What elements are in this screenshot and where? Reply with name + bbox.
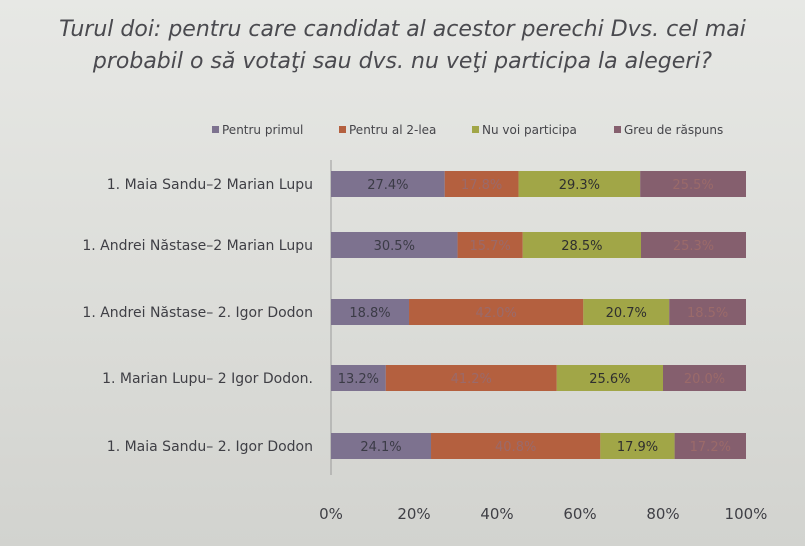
data-label: 15.7%: [469, 239, 510, 254]
legend-label: Greu de răspuns: [624, 123, 723, 137]
data-label: 30.5%: [374, 239, 415, 254]
data-label: 18.8%: [349, 306, 390, 321]
bar-segment: [583, 299, 670, 325]
data-label: 20.7%: [606, 306, 647, 321]
data-label: 20.0%: [684, 372, 725, 387]
chart-title: Turul doi: pentru care candidat al acest…: [20, 14, 785, 78]
data-label: 17.2%: [690, 440, 731, 455]
category-label: 1. Marian Lupu– 2 Igor Dodon.: [102, 371, 313, 387]
legend-label: Pentru al 2-lea: [349, 123, 436, 137]
data-label: 18.5%: [687, 306, 728, 321]
x-tick-label: 40%: [480, 505, 513, 523]
data-label: 25.6%: [589, 372, 630, 387]
legend-swatch: [472, 126, 479, 133]
x-tick-label: 80%: [646, 505, 679, 523]
data-label: 13.2%: [338, 372, 379, 387]
bar-segment: [331, 171, 445, 197]
data-label: 17.8%: [461, 178, 502, 193]
category-label: 1. Andrei Năstase– 2. Igor Dodon: [82, 305, 313, 321]
bar-segment: [600, 433, 675, 459]
bar-segment: [431, 433, 601, 459]
bar-segment: [663, 365, 746, 391]
data-label: 29.3%: [559, 178, 600, 193]
data-label: 42.0%: [476, 306, 517, 321]
bar-segment: [331, 232, 458, 258]
data-label: 27.4%: [367, 178, 408, 193]
bar-segment: [669, 299, 746, 325]
x-tick-label: 60%: [563, 505, 596, 523]
bar-segment: [457, 232, 523, 258]
bar-segment: [518, 171, 641, 197]
x-tick-label: 0%: [319, 505, 343, 523]
x-tick-label: 100%: [725, 505, 768, 523]
bar-segment: [409, 299, 584, 325]
data-label: 25.5%: [672, 178, 713, 193]
legend-label: Nu voi participa: [482, 123, 577, 137]
bar-segment: [444, 171, 519, 197]
data-label: 25.3%: [673, 239, 714, 254]
data-label: 40.8%: [495, 440, 536, 455]
category-label: 1. Maia Sandu– 2. Igor Dodon: [107, 439, 313, 455]
category-label: 1. Andrei Năstase–2 Marian Lupu: [82, 238, 313, 254]
data-label: 17.9%: [617, 440, 658, 455]
bar-segment: [522, 232, 642, 258]
bar-segment: [556, 365, 663, 391]
bar-segment: [331, 433, 432, 459]
bar-segment: [385, 365, 557, 391]
bar-segment: [674, 433, 746, 459]
data-label: 41.2%: [451, 372, 492, 387]
legend-swatch: [339, 126, 346, 133]
bar-segment: [331, 365, 386, 391]
legend-label: Pentru primul: [222, 123, 303, 137]
data-label: 28.5%: [561, 239, 602, 254]
bar-segment: [331, 299, 410, 325]
category-label: 1. Maia Sandu–2 Marian Lupu: [107, 177, 313, 193]
data-label: 24.1%: [360, 440, 401, 455]
bar-segment: [641, 232, 746, 258]
legend-swatch: [212, 126, 219, 133]
title-line-1: Turul doi: pentru care candidat al acest…: [59, 17, 746, 42]
bar-segment: [640, 171, 746, 197]
legend-swatch: [614, 126, 621, 133]
x-tick-label: 20%: [397, 505, 430, 523]
title-line-2: probabil o să votaţi sau dvs. nu veţi pa…: [92, 49, 713, 74]
